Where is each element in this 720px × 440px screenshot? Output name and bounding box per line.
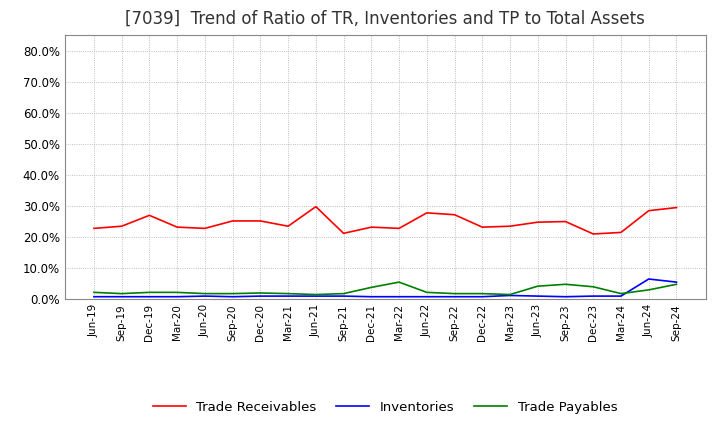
- Inventories: [312, 293, 320, 299]
- Trade Receivables: [117, 224, 126, 229]
- Inventories: [89, 294, 98, 299]
- Inventories: [284, 293, 292, 299]
- Inventories: [173, 294, 181, 299]
- Trade Receivables: [367, 224, 376, 230]
- Trade Payables: [173, 290, 181, 295]
- Line: Trade Receivables: Trade Receivables: [94, 207, 677, 234]
- Trade Payables: [505, 292, 514, 297]
- Inventories: [644, 276, 653, 282]
- Inventories: [534, 293, 542, 299]
- Trade Receivables: [450, 212, 459, 217]
- Inventories: [561, 294, 570, 299]
- Trade Receivables: [423, 210, 431, 216]
- Inventories: [367, 294, 376, 299]
- Trade Receivables: [644, 208, 653, 213]
- Trade Receivables: [89, 226, 98, 231]
- Trade Payables: [89, 290, 98, 295]
- Trade Payables: [644, 287, 653, 293]
- Trade Receivables: [478, 224, 487, 230]
- Trade Payables: [589, 284, 598, 290]
- Inventories: [616, 293, 625, 299]
- Trade Receivables: [312, 204, 320, 209]
- Trade Receivables: [561, 219, 570, 224]
- Inventories: [589, 293, 598, 299]
- Trade Receivables: [145, 213, 154, 218]
- Inventories: [505, 293, 514, 298]
- Trade Payables: [339, 291, 348, 296]
- Inventories: [395, 294, 403, 299]
- Inventories: [117, 294, 126, 299]
- Trade Payables: [616, 291, 625, 296]
- Trade Receivables: [395, 226, 403, 231]
- Inventories: [256, 293, 265, 299]
- Trade Receivables: [616, 230, 625, 235]
- Inventories: [478, 294, 487, 299]
- Line: Inventories: Inventories: [94, 279, 677, 297]
- Trade Payables: [312, 292, 320, 297]
- Trade Payables: [561, 282, 570, 287]
- Trade Receivables: [672, 205, 681, 210]
- Trade Receivables: [284, 224, 292, 229]
- Title: [7039]  Trend of Ratio of TR, Inventories and TP to Total Assets: [7039] Trend of Ratio of TR, Inventories…: [125, 10, 645, 28]
- Trade Payables: [367, 285, 376, 290]
- Trade Payables: [284, 291, 292, 296]
- Trade Payables: [117, 291, 126, 296]
- Trade Payables: [672, 282, 681, 287]
- Trade Receivables: [589, 231, 598, 237]
- Inventories: [339, 293, 348, 299]
- Trade Receivables: [534, 220, 542, 225]
- Inventories: [450, 294, 459, 299]
- Trade Payables: [450, 291, 459, 296]
- Trade Payables: [145, 290, 154, 295]
- Trade Receivables: [173, 224, 181, 230]
- Line: Trade Payables: Trade Payables: [94, 282, 677, 294]
- Trade Payables: [534, 283, 542, 289]
- Legend: Trade Receivables, Inventories, Trade Payables: Trade Receivables, Inventories, Trade Pa…: [148, 396, 623, 419]
- Trade Receivables: [256, 218, 265, 224]
- Trade Payables: [395, 279, 403, 285]
- Inventories: [672, 279, 681, 285]
- Trade Receivables: [201, 226, 210, 231]
- Inventories: [201, 293, 210, 299]
- Trade Payables: [256, 290, 265, 296]
- Trade Payables: [478, 291, 487, 296]
- Trade Payables: [201, 291, 210, 296]
- Trade Receivables: [505, 224, 514, 229]
- Inventories: [423, 294, 431, 299]
- Trade Payables: [423, 290, 431, 295]
- Trade Receivables: [339, 231, 348, 236]
- Trade Receivables: [228, 218, 237, 224]
- Inventories: [228, 294, 237, 299]
- Trade Payables: [228, 291, 237, 296]
- Inventories: [145, 294, 154, 299]
